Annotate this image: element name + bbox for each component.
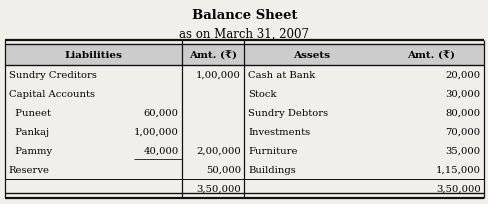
Text: Reserve: Reserve <box>9 165 50 174</box>
Text: Investments: Investments <box>248 127 310 136</box>
Text: Furniture: Furniture <box>248 146 297 155</box>
Text: 3,50,000: 3,50,000 <box>196 184 241 193</box>
Text: 50,000: 50,000 <box>205 165 241 174</box>
Text: Amt. (₹): Amt. (₹) <box>407 51 454 60</box>
Text: 80,000: 80,000 <box>445 108 480 117</box>
Text: Stock: Stock <box>248 89 276 98</box>
Text: Sundry Debtors: Sundry Debtors <box>248 108 328 117</box>
Text: Pammy: Pammy <box>9 146 52 155</box>
Text: 20,000: 20,000 <box>445 71 480 80</box>
Text: Liabilities: Liabilities <box>64 51 122 60</box>
Text: 1,00,000: 1,00,000 <box>196 71 241 80</box>
Text: Balance Sheet: Balance Sheet <box>191 9 297 22</box>
Text: Buildings: Buildings <box>248 165 296 174</box>
Text: 2,00,000: 2,00,000 <box>196 146 241 155</box>
Text: Puneet: Puneet <box>9 108 51 117</box>
Text: Cash at Bank: Cash at Bank <box>248 71 315 80</box>
Text: Capital Accounts: Capital Accounts <box>9 89 95 98</box>
Text: Assets: Assets <box>292 51 329 60</box>
Bar <box>5 45 483 65</box>
Text: 40,000: 40,000 <box>143 146 179 155</box>
Text: 35,000: 35,000 <box>445 146 480 155</box>
Text: as on March 31, 2007: as on March 31, 2007 <box>179 28 309 40</box>
Text: Sundry Creditors: Sundry Creditors <box>9 71 97 80</box>
Text: 1,15,000: 1,15,000 <box>435 165 480 174</box>
Text: 30,000: 30,000 <box>445 89 480 98</box>
Text: 60,000: 60,000 <box>143 108 179 117</box>
Text: 1,00,000: 1,00,000 <box>134 127 179 136</box>
Text: Pankaj: Pankaj <box>9 127 49 136</box>
Text: 3,50,000: 3,50,000 <box>435 184 480 193</box>
Text: Amt. (₹): Amt. (₹) <box>189 51 237 60</box>
Text: 70,000: 70,000 <box>445 127 480 136</box>
